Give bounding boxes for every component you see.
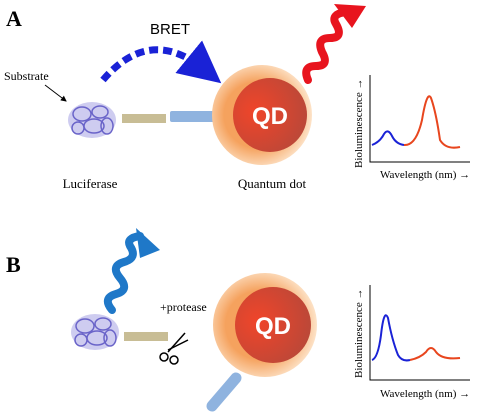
bret-arrow xyxy=(100,40,222,84)
cleaved-peptide xyxy=(206,372,242,412)
qd-label: QD xyxy=(255,313,291,340)
panel-label: B xyxy=(6,252,21,277)
linker xyxy=(124,332,168,341)
blue-curve xyxy=(371,130,405,146)
spectrum-axes xyxy=(369,75,470,163)
blue-curve xyxy=(371,314,411,362)
protease-label: +protease xyxy=(160,300,207,314)
qd-core xyxy=(235,287,311,363)
red-emission xyxy=(302,8,350,84)
panel-label: A xyxy=(6,6,22,31)
red-emission-head xyxy=(334,4,366,28)
luciferase-protein xyxy=(70,313,120,351)
bret-label: BRET xyxy=(150,21,190,38)
peptide xyxy=(170,111,220,122)
qd-label: QD xyxy=(252,103,288,130)
quantum-dot-label: Quantum dot xyxy=(238,176,307,191)
linker xyxy=(122,114,166,123)
spectrum-axes xyxy=(369,285,470,381)
x-axis-label: Wavelength (nm) → xyxy=(380,169,470,181)
red-curve xyxy=(409,347,461,361)
luciferase-protein xyxy=(67,101,117,139)
blue-emission-head xyxy=(136,228,160,258)
blue-emission xyxy=(103,232,144,314)
y-axis-label: Bioluminescence → xyxy=(353,288,365,378)
luciferase-label: Luciferase xyxy=(63,176,118,191)
substrate-label: Substrate xyxy=(4,69,49,83)
qd-core xyxy=(233,78,307,152)
scissors xyxy=(159,332,189,365)
y-axis-label: Bioluminescence → xyxy=(353,78,365,168)
substrate-arrow xyxy=(44,84,67,102)
x-axis-label: Wavelength (nm) → xyxy=(380,388,470,400)
red-curve xyxy=(403,95,461,149)
